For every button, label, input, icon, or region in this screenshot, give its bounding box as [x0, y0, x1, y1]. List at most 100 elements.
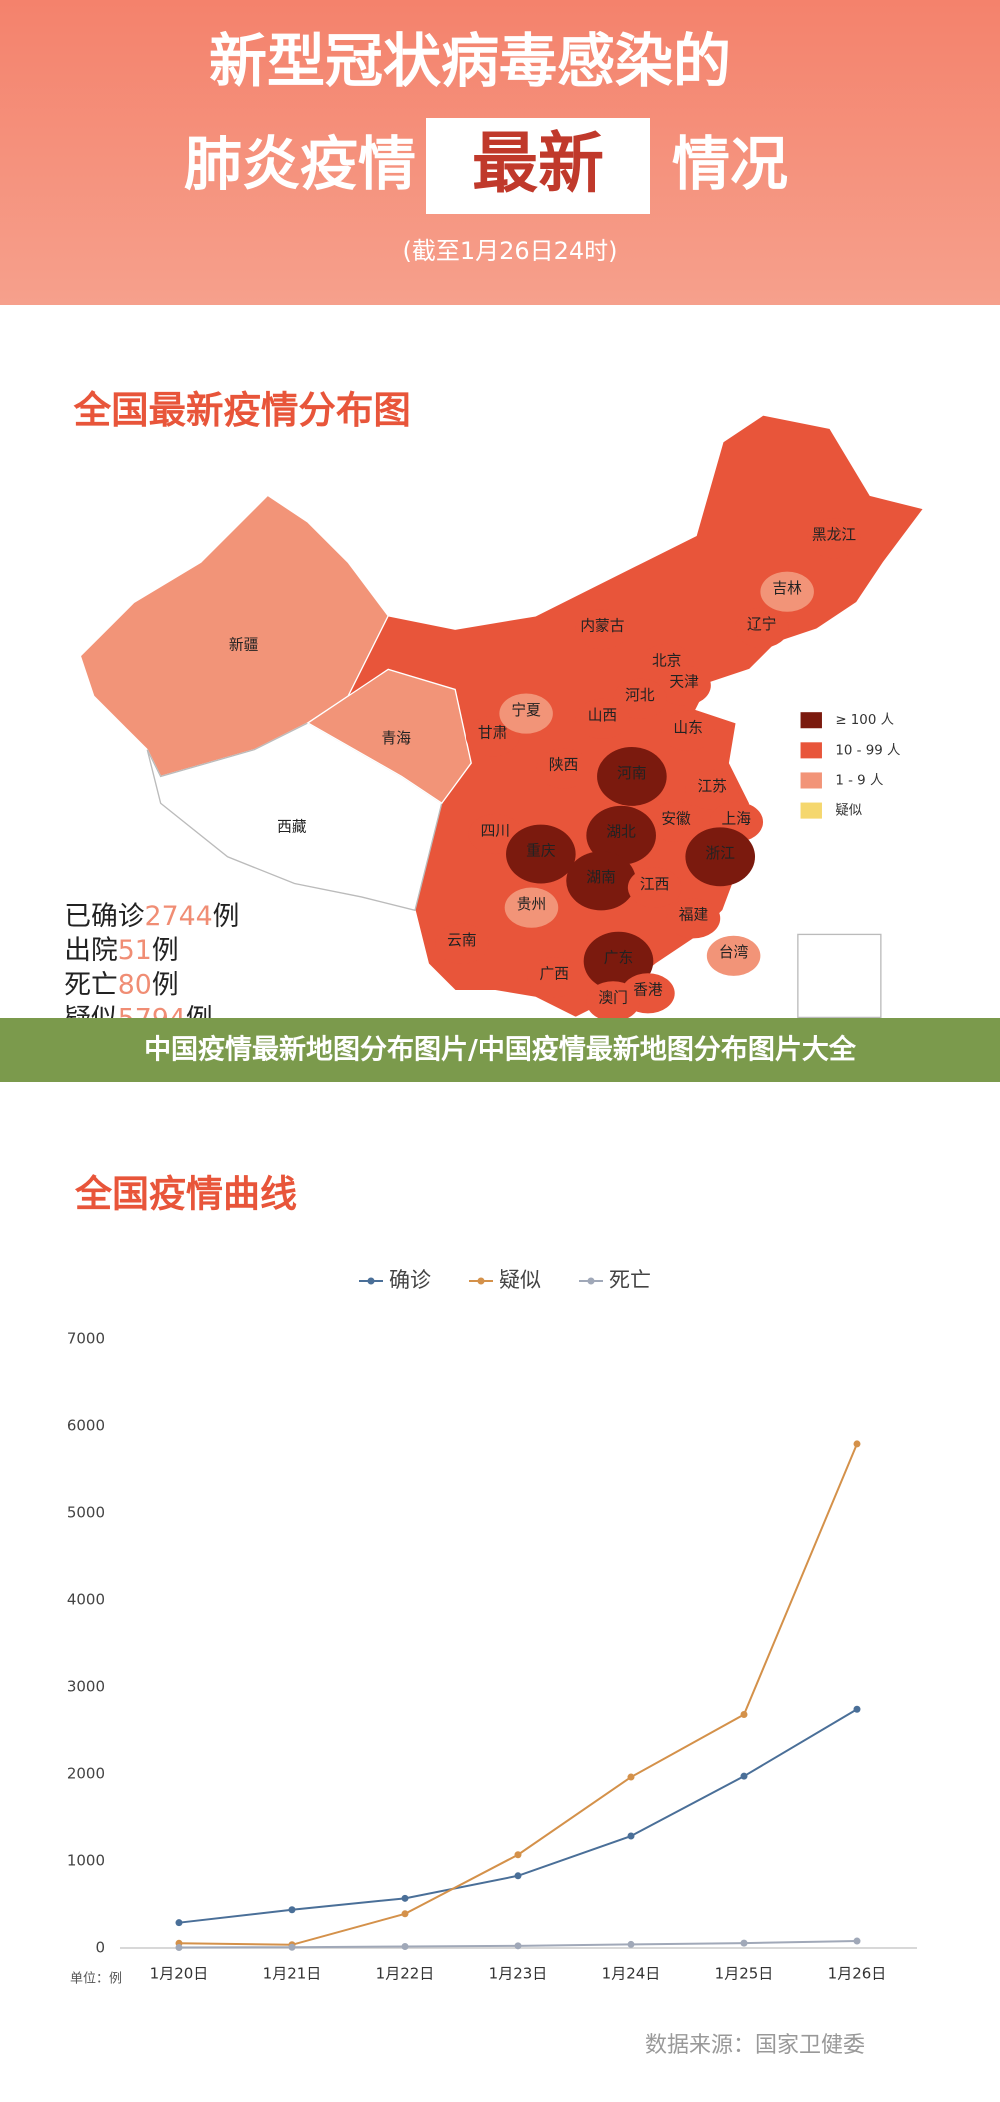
legend-swatch [800, 802, 822, 819]
data-point [627, 1940, 635, 1948]
x-tick-label: 1月20日 [150, 1965, 209, 1983]
x-tick-label: 1月21日 [263, 1965, 322, 1983]
province-label: 上海 [722, 810, 752, 827]
province-shape [575, 609, 630, 650]
province-label: 重庆 [526, 842, 556, 859]
y-tick-label: 1000 [67, 1852, 105, 1870]
data-point [401, 1910, 409, 1918]
province-label: 宁夏 [511, 702, 541, 719]
province-label: 黑龙江 [812, 526, 856, 543]
series-line [178, 1443, 858, 1946]
province-shape [627, 867, 682, 908]
province-label: 甘肃 [478, 725, 507, 742]
province-label: 贵州 [517, 896, 546, 913]
data-point [740, 1772, 748, 1780]
data-point [288, 1943, 296, 1951]
legend-marker [367, 1277, 375, 1285]
province-label: 云南 [447, 932, 476, 949]
legend-label: 10 - 99 人 [835, 742, 900, 758]
header-title: 肺炎疫情 [184, 130, 416, 198]
province-shape [306, 668, 472, 805]
province-shape [685, 769, 739, 810]
province-label: 新疆 [229, 636, 259, 653]
province-label: 江西 [640, 876, 669, 893]
legend-swatch [800, 772, 822, 789]
province-shape [685, 827, 756, 887]
stat-suffix: 例 [152, 935, 179, 966]
stat-line: 出院51例 [64, 935, 178, 966]
province-label: 湖北 [606, 824, 636, 841]
source: 数据来源：国家卫健委 [645, 2033, 865, 2058]
y-tick-label: 0 [95, 1939, 105, 1957]
y-tick-label: 5000 [67, 1504, 105, 1522]
province-label: 山东 [673, 719, 702, 736]
province-label: 陕西 [549, 757, 578, 774]
data-point [627, 1832, 635, 1840]
province-label: 河北 [625, 687, 655, 704]
province-label: 台湾 [719, 944, 749, 961]
unit-note: 单位：例 [70, 1972, 122, 1987]
data-point [514, 1872, 522, 1880]
province-shape [504, 887, 559, 928]
y-tick-label: 7000 [67, 1330, 105, 1348]
province-label: 内蒙古 [580, 618, 624, 635]
data-point [401, 1943, 409, 1951]
province-label: 浙江 [705, 845, 735, 862]
legend-label: 1 - 9 人 [835, 772, 883, 788]
data-point [740, 1710, 748, 1718]
province-label: 北京 [652, 652, 681, 669]
province-shape [613, 678, 667, 719]
province-shape [536, 748, 591, 789]
data-point [514, 1851, 522, 1859]
province-shape [146, 722, 443, 912]
y-tick-label: 2000 [67, 1765, 105, 1783]
data-point [853, 1937, 861, 1945]
x-tick-label: 1月24日 [602, 1965, 661, 1983]
y-tick-label: 3000 [67, 1678, 105, 1696]
legend-swatch [800, 712, 822, 729]
province-label: 辽宁 [747, 616, 776, 633]
header-title: 情况 [672, 130, 788, 198]
province-blobs [435, 518, 861, 1022]
x-tick-label: 1月22日 [376, 1965, 435, 1983]
y-tick-label: 6000 [67, 1417, 105, 1435]
header-subtitle: (截至1月26日24时) [402, 237, 617, 265]
province-label: 西藏 [277, 818, 307, 835]
inset-box [797, 933, 882, 1019]
map-title: 全国最新疫情分布图 [73, 388, 411, 432]
province-shape [597, 746, 667, 806]
legend-label: 疑似 [499, 1268, 541, 1292]
data-point [288, 1906, 296, 1914]
x-tick-label: 1月26日 [828, 1965, 887, 1983]
stat-prefix: 已确诊 [64, 901, 145, 932]
province-shape [499, 693, 553, 734]
province-shape [760, 571, 814, 612]
stat-prefix: 死亡 [64, 969, 118, 1000]
chart-title: 全国疫情曲线 [74, 1173, 297, 1216]
province-label: 福建 [679, 907, 709, 924]
province-label: 湖南 [586, 869, 615, 886]
province-shape [506, 824, 576, 884]
legend-marker [477, 1277, 485, 1285]
province-label: 广西 [539, 966, 568, 983]
province-label: 吉林 [772, 580, 802, 597]
data-point [853, 1705, 861, 1713]
province-shape [734, 607, 789, 648]
header-highlight: 最新 [472, 125, 604, 202]
province-shape [435, 923, 489, 964]
data-point [175, 1919, 183, 1927]
province-label: 河南 [617, 765, 646, 782]
stat-suffix: 例 [213, 901, 240, 932]
x-tick-label: 1月25日 [715, 1965, 774, 1983]
stat-prefix: 出院 [64, 935, 118, 966]
province-label: 澳门 [598, 990, 627, 1007]
banner [0, 1018, 1000, 1082]
legend-label: 死亡 [609, 1268, 651, 1292]
province-label: 青海 [382, 730, 412, 747]
stat-line: 已确诊2744例 [64, 901, 239, 932]
province-shape [666, 898, 721, 939]
